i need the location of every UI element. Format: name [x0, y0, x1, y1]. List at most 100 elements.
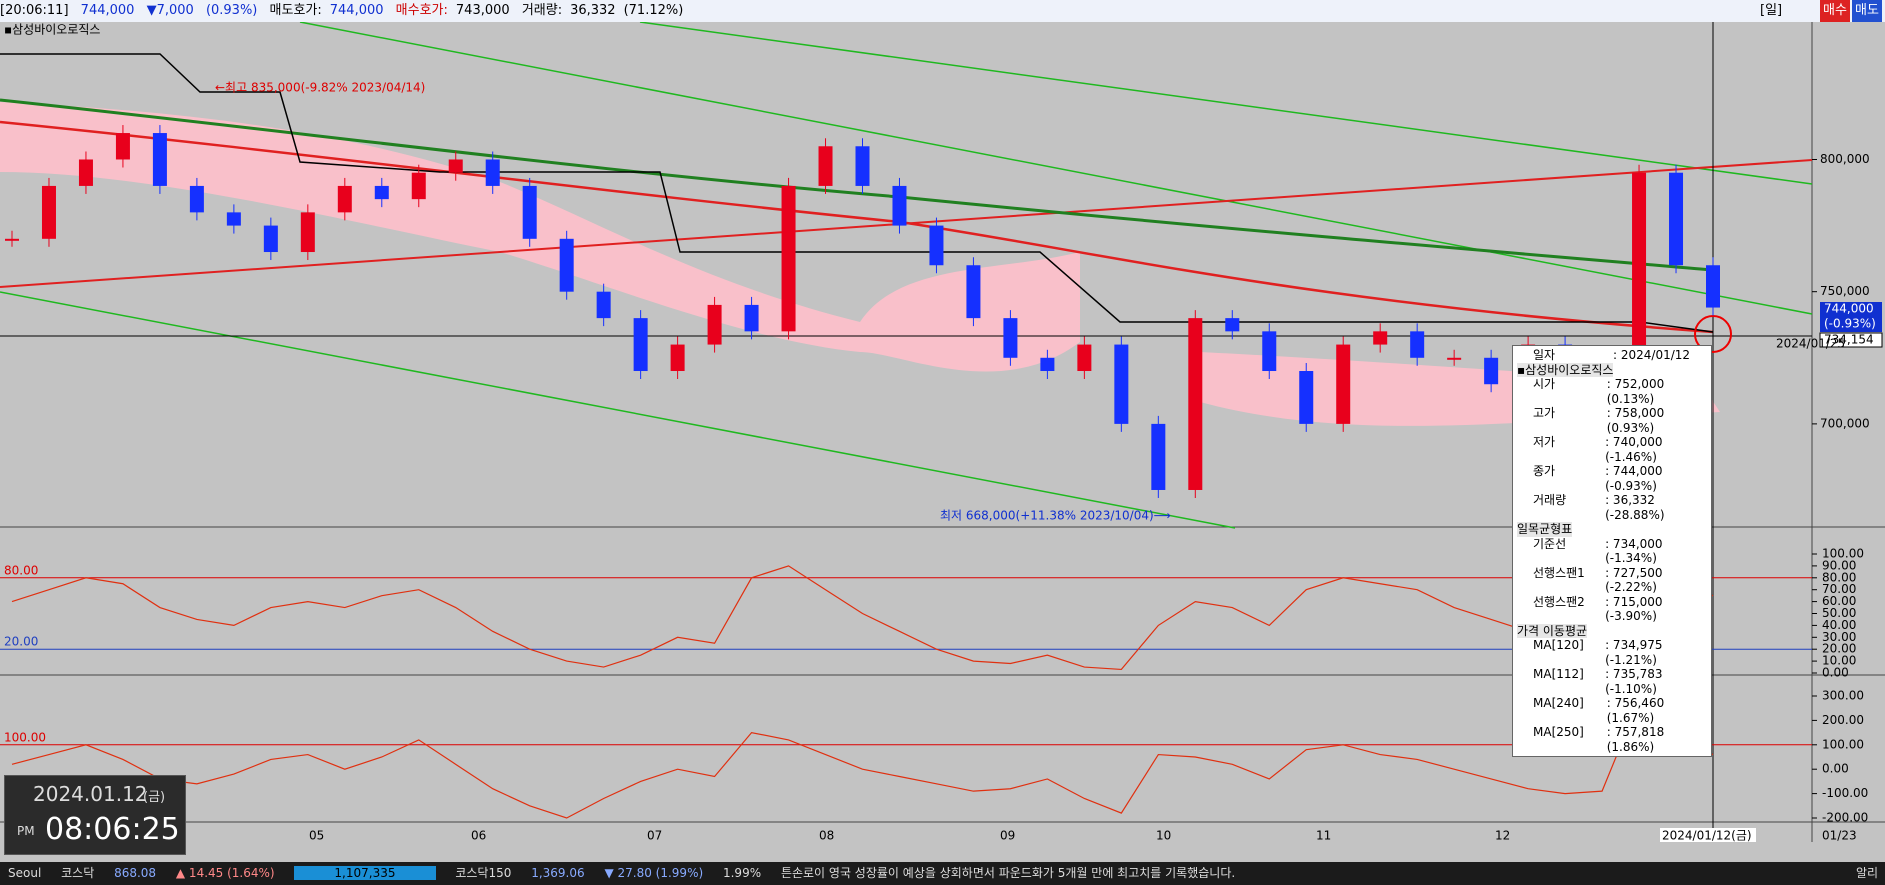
info-label: 종가 — [1533, 464, 1556, 478]
y-tick-label: 40.00 — [1822, 618, 1856, 632]
info-label: 가격 이동평균 — [1517, 623, 1588, 638]
candle — [1040, 357, 1055, 372]
clock-time: 08:06:25 — [45, 812, 180, 847]
ref-label: 80.00 — [4, 563, 38, 577]
index1: 코스닥 — [61, 866, 95, 880]
candle — [263, 225, 278, 253]
candle — [1336, 344, 1351, 424]
info-label: 고가 — [1533, 406, 1556, 420]
volume-label: 거래량: — [521, 3, 563, 18]
candle — [818, 146, 833, 186]
candle — [1225, 318, 1240, 332]
candle — [596, 291, 611, 319]
y-tick-label: 200.00 — [1822, 713, 1864, 727]
pct: 1.99% — [722, 866, 762, 880]
y-tick-label: 50.00 — [1822, 606, 1856, 620]
oscillator-line — [11, 565, 1714, 671]
info-value: : 727,500 (-2.22%) — [1605, 565, 1663, 595]
info-row: 저가: 740,000 (-1.46%) — [1517, 435, 1707, 464]
last-box — [1820, 302, 1882, 332]
y-tick-label: 750,000 — [1820, 284, 1870, 298]
candle — [633, 318, 648, 372]
candle — [1410, 331, 1425, 358]
ref-label: 100.00 — [4, 730, 46, 744]
candle — [1077, 344, 1092, 372]
app[interactable]: 알리 — [1856, 866, 1879, 880]
y-tick-label: 80.00 — [1822, 570, 1856, 584]
candle — [559, 238, 574, 292]
y-tick-label: 300.00 — [1822, 689, 1864, 703]
volume: 1,107,335 — [294, 866, 436, 880]
index2-change: ▼ 27.80 (1.99%) — [604, 866, 704, 880]
cursor-circle — [1694, 315, 1732, 353]
candle — [1151, 423, 1166, 490]
info-value: : 740,000 (-1.46%) — [1605, 435, 1663, 464]
info-row: MA[120]: 734,975 (-1.21%) — [1517, 638, 1707, 667]
period[interactable]: [일] — [1760, 3, 1783, 18]
info-row: 선행스팬1 : 727,500 (-2.22%) — [1517, 566, 1707, 595]
x-tick-label: 10 — [1156, 829, 1171, 843]
time: [20:06:11] — [0, 3, 69, 18]
info-row: 고가: 758,000 (0.93%) — [1517, 406, 1707, 435]
info-value: : 735,783 (-1.10%) — [1605, 667, 1663, 696]
candle — [115, 133, 130, 160]
clock-date: 2024.01.12 — [33, 782, 148, 806]
change: ▼7,000 — [146, 3, 194, 18]
candle — [1188, 318, 1203, 490]
y-tick-label: -200.00 — [1822, 811, 1868, 825]
info-row: 기준선: 734,000 (-1.34%) — [1517, 537, 1707, 566]
price: 744,000 — [80, 3, 135, 18]
candle — [929, 225, 944, 266]
y-tick-label: 100.00 — [1822, 547, 1864, 561]
candle — [522, 185, 537, 239]
buy-button[interactable]: 매수 — [1820, 0, 1850, 22]
right-date: 01/23 — [1822, 829, 1857, 843]
y-tick-label: 100.00 — [1822, 737, 1864, 751]
candle — [337, 185, 352, 213]
base-line — [0, 53, 1714, 333]
candle — [892, 185, 907, 226]
y-tick-label: 700,000 — [1820, 416, 1870, 430]
index1-value: 868.08 — [114, 866, 157, 880]
index2: 코스닥150 — [455, 866, 512, 880]
info-row: 종가: 744,000 (-0.93%) — [1517, 464, 1707, 493]
info-label: 선행스팬1 — [1533, 565, 1585, 580]
info-label: 거래량 — [1533, 493, 1567, 507]
cursor-box — [1819, 332, 1883, 348]
candle — [744, 304, 759, 332]
x-tick-label: 08 — [819, 829, 834, 843]
candle — [41, 185, 56, 239]
y-tick-label: 60.00 — [1822, 594, 1856, 608]
info-label: 일목균형표 — [1517, 522, 1573, 537]
channel-line — [299, 22, 1813, 315]
info-value: : 757,818 (1.86%) — [1606, 725, 1665, 754]
y-tick-label: 10.00 — [1822, 654, 1856, 668]
index2-value: 1,369.06 — [531, 866, 585, 880]
x-tick-label: 11 — [1316, 829, 1331, 843]
change-pct: (0.93%) — [205, 3, 258, 18]
info-label: MA[112] — [1533, 667, 1584, 681]
last-change: (-0.93%) — [1824, 317, 1876, 331]
candle — [1003, 318, 1018, 358]
channel-line — [639, 22, 1813, 185]
y-tick-label: 70.00 — [1822, 582, 1856, 596]
candle — [485, 159, 500, 186]
info-value: : 756,460 (1.67%) — [1606, 696, 1665, 725]
info-row: 거래량: 36,332 (-28.88%) — [1517, 493, 1707, 522]
info-row: MA[240]: 756,460 (1.67%) — [1517, 696, 1707, 725]
clock: 2024.01.12 (금) PM 08:06:25 — [4, 775, 186, 855]
info-row: 선행스팬2: 715,000 (-3.90%) — [1517, 595, 1707, 624]
y-tick-label: 20.00 — [1822, 642, 1856, 656]
candle — [1632, 172, 1647, 398]
cursor-date: 2024/01/12(금) — [1662, 829, 1752, 843]
ichimoku-cloud — [0, 102, 1080, 372]
info-value: : 734,000 (-1.34%) — [1605, 536, 1663, 566]
y-tick-label: 0.00 — [1822, 666, 1849, 680]
x-tick-label: 07 — [647, 829, 662, 843]
info-row: MA[112] : 735,783 (-1.10%) — [1517, 667, 1707, 696]
quote-bar: [20:06:11] 744,000 ▼7,000 (0.93%) 매도호가: 7… — [0, 0, 1885, 23]
cursor-value: 734,154 — [1824, 333, 1874, 347]
info-label: 일자 — [1533, 348, 1556, 362]
info-value: : 734,975 (-1.21%) — [1605, 638, 1663, 667]
sell-button[interactable]: 매도 — [1852, 0, 1882, 22]
